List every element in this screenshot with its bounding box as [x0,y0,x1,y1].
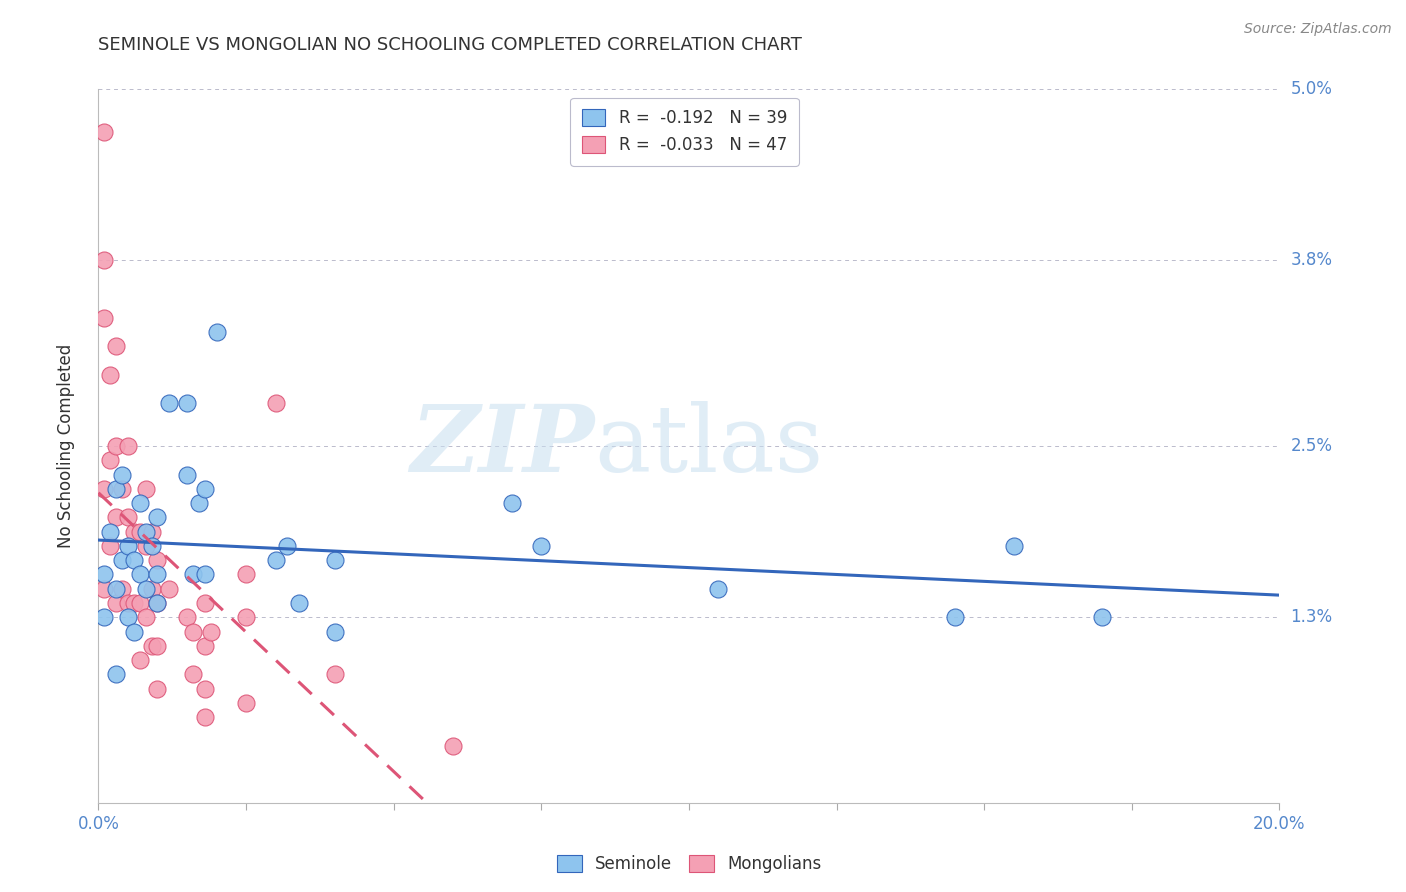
Point [181,667,204,681]
Point [146,510,169,524]
Point [117,610,139,624]
Point [176,610,198,624]
Point [264,396,287,410]
Point [93,582,115,596]
Point [235,696,257,710]
Point [111,553,134,567]
Text: 3.8%: 3.8% [1291,252,1333,269]
Text: 1.3%: 1.3% [1291,608,1333,626]
Point [135,482,157,496]
Point [176,396,198,410]
Legend: Seminole, Mongolians: Seminole, Mongolians [550,848,828,880]
Point [122,524,145,539]
Point [323,624,346,639]
Point [98,368,121,382]
Point [194,710,217,724]
Point [135,610,157,624]
Point [128,567,150,582]
Point [146,596,169,610]
Point [128,496,150,510]
Point [117,439,139,453]
Point [93,253,115,268]
Point [264,553,287,567]
Point [93,610,115,624]
Point [323,553,346,567]
Point [122,624,145,639]
Text: SEMINOLE VS MONGOLIAN NO SCHOOLING COMPLETED CORRELATION CHART: SEMINOLE VS MONGOLIAN NO SCHOOLING COMPL… [98,36,803,54]
Point [122,596,145,610]
Point [98,453,121,467]
Point [135,582,157,596]
Point [176,467,198,482]
Point [146,553,169,567]
Point [441,739,464,753]
Point [205,325,228,339]
Text: atlas: atlas [595,401,824,491]
Point [530,539,553,553]
Point [93,567,115,582]
Point [235,610,257,624]
Point [501,496,523,510]
Point [181,624,204,639]
Point [194,639,217,653]
Point [235,567,257,582]
Point [98,524,121,539]
Point [141,524,163,539]
Point [111,482,134,496]
Point [111,467,134,482]
Point [117,539,139,553]
Point [194,681,217,696]
Point [135,524,157,539]
Point [105,510,128,524]
Point [141,582,163,596]
Point [105,482,128,496]
Text: Source: ZipAtlas.com: Source: ZipAtlas.com [1244,22,1392,37]
Point [194,567,217,582]
Point [200,624,222,639]
Text: 2.5%: 2.5% [1291,437,1333,455]
Point [146,567,169,582]
Point [117,510,139,524]
Point [141,539,163,553]
Point [1091,610,1114,624]
Point [943,610,966,624]
Point [1002,539,1025,553]
Point [141,639,163,653]
Point [93,310,115,325]
Point [111,582,134,596]
Point [146,681,169,696]
Point [117,596,139,610]
Point [98,539,121,553]
Point [146,639,169,653]
Point [157,396,180,410]
Point [105,339,128,353]
Point [105,667,128,681]
Point [128,653,150,667]
Point [93,482,115,496]
Text: 5.0%: 5.0% [1291,80,1333,98]
Point [105,582,128,596]
Point [187,496,209,510]
Text: ZIP: ZIP [411,401,595,491]
Point [157,582,180,596]
Point [276,539,298,553]
Point [93,125,115,139]
Point [105,596,128,610]
Point [323,667,346,681]
Point [128,596,150,610]
Point [146,596,169,610]
Point [194,482,217,496]
Y-axis label: No Schooling Completed: No Schooling Completed [56,344,75,548]
Point [128,524,150,539]
Point [181,567,204,582]
Point [105,439,128,453]
Point [122,553,145,567]
Point [135,539,157,553]
Point [194,596,217,610]
Point [288,596,311,610]
Point [707,582,730,596]
